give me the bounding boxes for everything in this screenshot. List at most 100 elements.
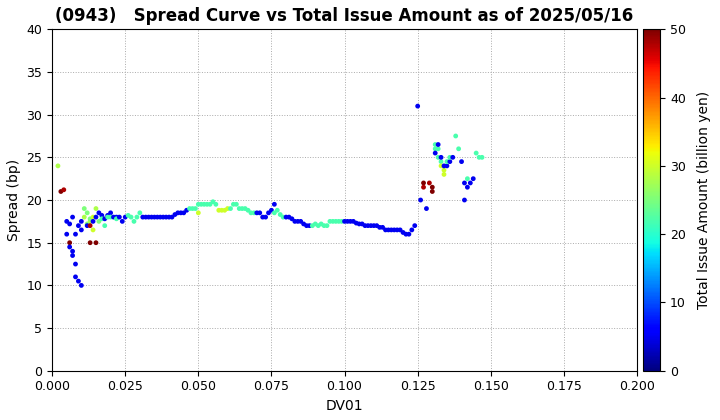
Point: [345, 218, 356, 225]
Point: [433, 141, 444, 148]
Point: [426, 184, 438, 191]
Point: [155, 214, 166, 220]
Point: [318, 222, 330, 229]
Point: [453, 145, 464, 152]
Point: [409, 222, 420, 229]
Point: [93, 218, 104, 225]
Point: [178, 210, 189, 216]
Point: [418, 184, 429, 191]
Point: [73, 278, 84, 284]
Point: [239, 205, 251, 212]
Point: [438, 163, 450, 169]
Point: [423, 180, 435, 186]
Point: [289, 218, 301, 225]
Point: [392, 226, 403, 233]
Point: [450, 133, 462, 139]
Point: [233, 205, 245, 212]
Y-axis label: Total Issue Amount (billion yen): Total Issue Amount (billion yen): [697, 91, 711, 309]
Point: [359, 222, 371, 229]
Point: [274, 211, 286, 218]
Point: [310, 220, 321, 227]
Point: [131, 214, 143, 220]
Point: [108, 214, 120, 220]
Point: [382, 226, 394, 233]
Point: [412, 103, 423, 110]
Point: [67, 248, 78, 255]
Point: [93, 210, 104, 216]
Point: [196, 201, 207, 207]
Point: [459, 197, 470, 203]
Point: [315, 220, 327, 227]
Point: [339, 218, 351, 225]
Point: [192, 201, 204, 207]
Point: [406, 226, 418, 233]
Point: [192, 210, 204, 216]
Point: [76, 226, 87, 233]
Point: [447, 154, 459, 161]
Point: [87, 214, 99, 220]
Point: [90, 205, 102, 212]
Point: [204, 201, 216, 207]
Point: [438, 167, 450, 173]
Point: [321, 222, 333, 229]
Point: [73, 222, 84, 229]
Point: [462, 175, 473, 182]
Point: [169, 211, 181, 218]
Point: [145, 214, 157, 220]
Point: [330, 218, 341, 225]
Point: [105, 210, 117, 216]
Point: [336, 218, 347, 225]
Point: [90, 239, 102, 246]
Point: [216, 207, 228, 214]
Point: [207, 198, 219, 205]
Point: [464, 180, 476, 186]
Point: [395, 226, 406, 233]
Title: (0943)   Spread Curve vs Total Issue Amount as of 2025/05/16: (0943) Spread Curve vs Total Issue Amoun…: [55, 7, 634, 25]
Point: [277, 214, 289, 220]
Point: [125, 214, 137, 220]
Point: [134, 210, 145, 216]
Point: [271, 207, 283, 214]
Point: [362, 222, 374, 229]
Point: [99, 215, 110, 222]
Point: [476, 154, 487, 161]
Point: [260, 214, 271, 220]
Point: [436, 154, 447, 161]
Point: [269, 210, 280, 216]
Point: [140, 214, 151, 220]
Point: [70, 261, 81, 268]
Point: [441, 158, 453, 165]
Point: [248, 210, 260, 216]
Point: [286, 215, 297, 222]
Point: [356, 220, 368, 227]
Point: [213, 207, 225, 214]
Point: [418, 180, 429, 186]
Point: [368, 222, 379, 229]
Point: [280, 214, 292, 220]
Point: [55, 188, 67, 195]
Point: [386, 226, 397, 233]
Point: [228, 201, 239, 207]
Point: [342, 218, 354, 225]
Point: [304, 222, 315, 229]
Point: [436, 163, 447, 169]
Point: [243, 207, 254, 214]
Point: [295, 218, 307, 225]
Point: [292, 218, 304, 225]
Point: [102, 212, 114, 219]
Point: [444, 154, 456, 161]
Point: [456, 158, 467, 165]
Point: [67, 252, 78, 259]
Point: [246, 210, 257, 216]
Point: [61, 231, 73, 238]
Point: [371, 222, 382, 229]
Point: [166, 214, 178, 220]
Point: [84, 222, 96, 229]
Point: [64, 244, 76, 250]
Point: [397, 229, 409, 236]
Point: [96, 215, 107, 222]
Y-axis label: Spread (bp): Spread (bp): [7, 159, 21, 241]
Point: [444, 158, 456, 165]
Point: [429, 150, 441, 156]
Point: [462, 184, 473, 191]
